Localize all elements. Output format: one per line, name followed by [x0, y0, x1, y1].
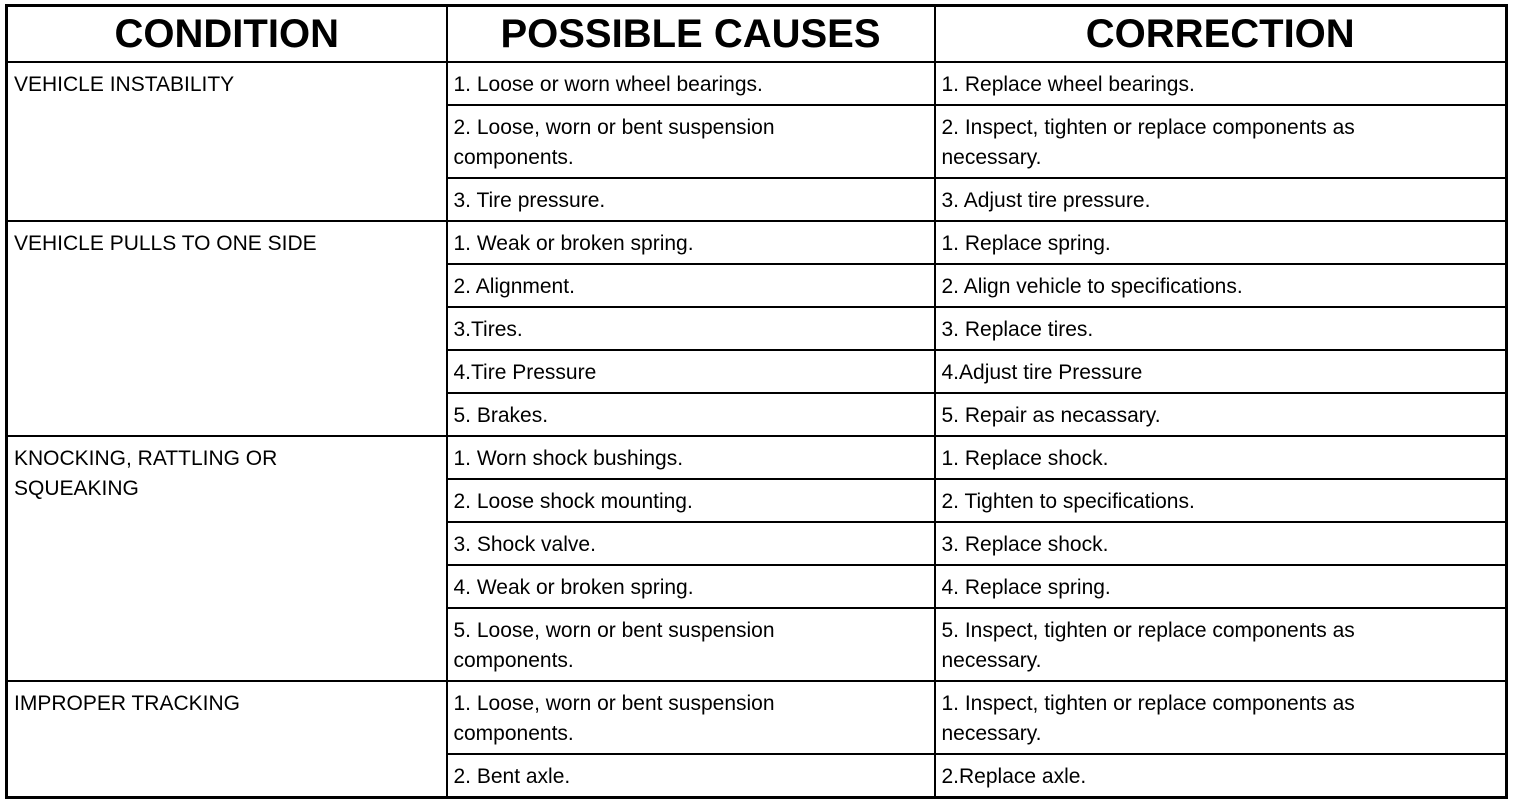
- cause-cell: 1. Worn shock bushings.: [445, 435, 936, 480]
- cause-cell: 3.Tires.: [445, 306, 936, 351]
- table-row: 3. Shock valve. 3. Replace shock.: [7, 521, 1508, 566]
- cause-cell: 2. Loose, worn or bent suspension compon…: [445, 104, 936, 179]
- cause-cell: 4.Tire Pressure: [445, 349, 936, 394]
- cause-cell: 3. Tire pressure.: [445, 177, 936, 222]
- cause-cell: 2. Alignment.: [445, 263, 936, 308]
- cause-cell: 5. Brakes.: [445, 392, 936, 437]
- cause-cell: 1. Loose or worn wheel bearings.: [445, 61, 936, 106]
- table-row: 2. Alignment. 2. Align vehicle to specifi…: [7, 263, 1508, 308]
- condition-cell: VEHICLE INSTABILITY: [5, 61, 448, 222]
- correction-cell: 4.Adjust tire Pressure: [933, 349, 1508, 394]
- cause-cell: 1. Weak or broken spring.: [445, 220, 936, 265]
- table-row: 5. Brakes. 5. Repair as necassary.: [7, 392, 1508, 437]
- condition-cell: VEHICLE PULLS TO ONE SIDE: [5, 220, 448, 437]
- cause-cell: 1. Loose, worn or bent suspension compon…: [445, 680, 936, 755]
- condition-cell: KNOCKING, RATTLING OR SQUEAKING: [5, 435, 448, 682]
- correction-cell: 4. Replace spring.: [933, 564, 1508, 609]
- table-row: 4.Tire Pressure 4.Adjust tire Pressure: [7, 349, 1508, 394]
- table-row: VEHICLE INSTABILITY 1. Loose or worn whee…: [5, 61, 1508, 222]
- correction-cell: 3. Replace tires.: [933, 306, 1508, 351]
- correction-cell: 2. Align vehicle to specifications.: [933, 263, 1508, 308]
- cause-cell: 3. Shock valve.: [445, 521, 936, 566]
- header-correction: CORRECTION: [933, 4, 1508, 63]
- correction-cell: 2.Replace axle.: [933, 753, 1508, 799]
- troubleshooting-table: CONDITION POSSIBLE CAUSES CORRECTION VEH…: [5, 4, 1508, 799]
- condition-cell: IMPROPER TRACKING: [5, 680, 448, 799]
- table-row: 4. Weak or broken spring. 4. Replace spri…: [7, 564, 1508, 609]
- correction-cell: 5. Inspect, tighten or replace component…: [933, 607, 1508, 682]
- correction-cell: 1. Inspect, tighten or replace component…: [933, 680, 1508, 755]
- cause-cell: 4. Weak or broken spring.: [445, 564, 936, 609]
- table-row: KNOCKING, RATTLING OR SQUEAKING 1. Worn s…: [5, 435, 1508, 682]
- table-row: VEHICLE PULLS TO ONE SIDE 1. Weak or brok…: [5, 220, 1508, 437]
- correction-cell: 1. Replace spring.: [933, 220, 1508, 265]
- cause-cell: 2. Bent axle.: [445, 753, 936, 799]
- table-row: 2. Loose shock mounting. 2. Tighten to sp…: [7, 478, 1508, 523]
- table-row: 3. Tire pressure. 3. Adjust tire pressure…: [7, 177, 1508, 222]
- table-row: 2. Bent axle. 2.Replace axle.: [7, 753, 1508, 799]
- table-row: 2. Loose, worn or bent suspension compon…: [7, 104, 1508, 179]
- header-condition: CONDITION: [5, 4, 448, 63]
- correction-cell: 2. Inspect, tighten or replace component…: [933, 104, 1508, 179]
- cause-cell: 2. Loose shock mounting.: [445, 478, 936, 523]
- table-row: 3.Tires. 3. Replace tires.: [7, 306, 1508, 351]
- table-row: IMPROPER TRACKING 1. Loose, worn or bent …: [5, 680, 1508, 799]
- header-possible-causes: POSSIBLE CAUSES: [445, 4, 936, 63]
- correction-cell: 2. Tighten to specifications.: [933, 478, 1508, 523]
- correction-cell: 1. Replace shock.: [933, 435, 1508, 480]
- correction-cell: 5. Repair as necassary.: [933, 392, 1508, 437]
- header-row: CONDITION POSSIBLE CAUSES CORRECTION: [5, 4, 1508, 63]
- correction-cell: 3. Adjust tire pressure.: [933, 177, 1508, 222]
- correction-cell: 1. Replace wheel bearings.: [933, 61, 1508, 106]
- correction-cell: 3. Replace shock.: [933, 521, 1508, 566]
- table-row: 5. Loose, worn or bent suspension compon…: [7, 607, 1508, 682]
- cause-cell: 5. Loose, worn or bent suspension compon…: [445, 607, 936, 682]
